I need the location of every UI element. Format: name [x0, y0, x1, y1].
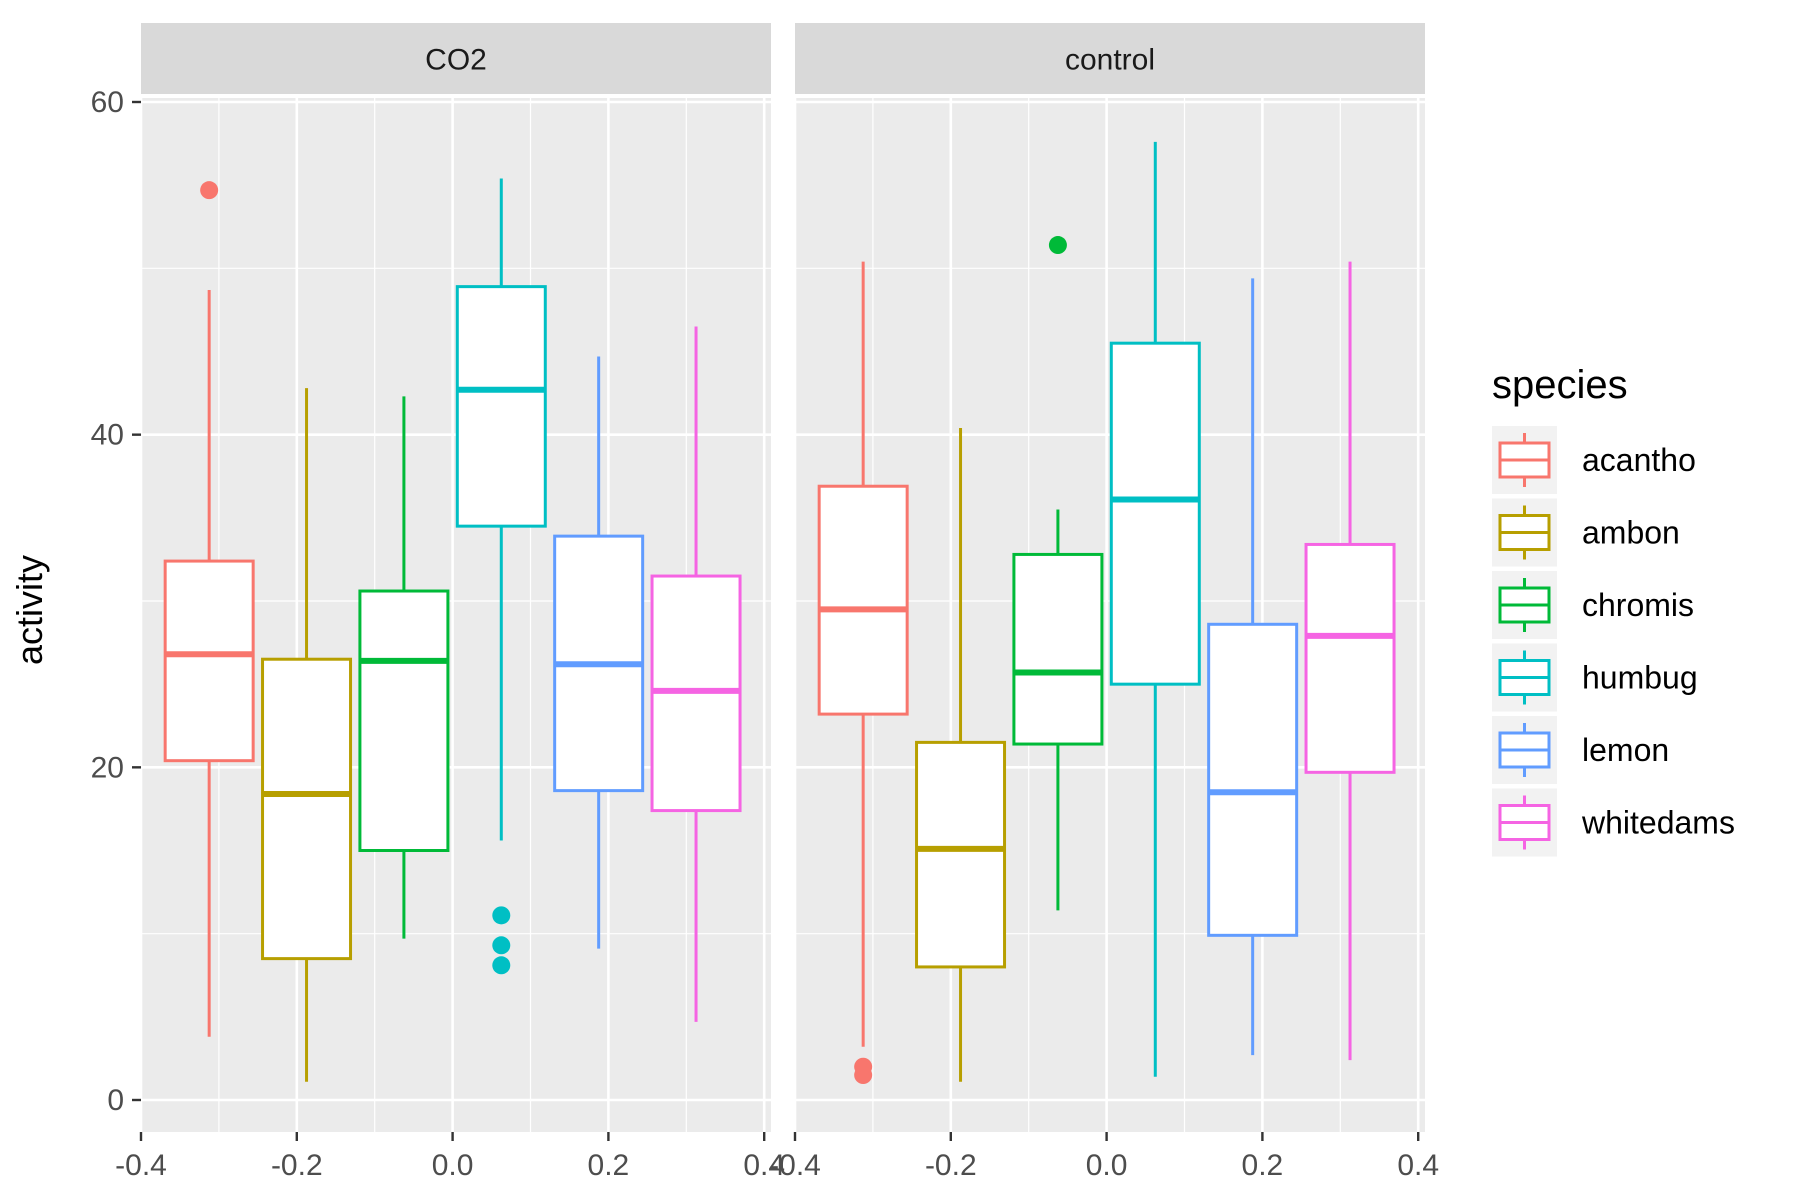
outlier-point — [492, 936, 511, 955]
box-iqr — [817, 484, 909, 716]
box-ambon — [915, 428, 1007, 1082]
box-iqr — [1207, 622, 1299, 937]
facet-panel-control: control -0.4 -0.2 0.0 0.2 0.4 — [769, 23, 1439, 1182]
facet-strip-label: control — [1065, 44, 1155, 77]
facet-panel-co2: CO2 -0.4 -0.2 0.0 0.2 0.4 — [115, 23, 785, 1182]
box-iqr — [1012, 552, 1104, 746]
outlier-point — [1048, 236, 1067, 255]
outlier-point — [200, 181, 219, 200]
box-whitedams — [650, 326, 742, 1022]
legend-item-ambon: ambon — [1492, 498, 1680, 567]
legend-label: acantho — [1582, 442, 1696, 478]
box-lemon — [553, 356, 645, 949]
box-chromis — [1012, 236, 1104, 911]
y-tick-label: 40 — [91, 419, 124, 452]
box-iqr — [1109, 341, 1201, 686]
legend-item-humbug: humbug — [1492, 643, 1698, 712]
box-whitedams — [1304, 261, 1396, 1061]
facet-strip-label: CO2 — [425, 44, 487, 77]
legend-item-whitedams: whitedams — [1492, 788, 1735, 857]
box-iqr — [163, 559, 255, 763]
x-tick-label: 0.2 — [1242, 1149, 1284, 1182]
y-tick-label: 20 — [91, 751, 124, 784]
box-chromis — [358, 396, 450, 939]
x-tick-label: 0.4 — [743, 1149, 785, 1182]
outlier-point — [854, 1066, 873, 1085]
x-tick-label: 0.0 — [432, 1149, 474, 1182]
x-tick-label: -0.4 — [769, 1149, 821, 1182]
box-iqr — [1304, 542, 1396, 774]
outlier-point — [492, 906, 511, 925]
box-humbug — [455, 178, 547, 975]
x-tick-label: -0.2 — [925, 1149, 977, 1182]
legend: species acantho ambon chromis humbug lemon wh… — [1492, 363, 1735, 857]
legend-label: humbug — [1582, 660, 1698, 696]
legend-item-lemon: lemon — [1492, 716, 1669, 784]
legend-item-chromis: chromis — [1492, 571, 1694, 639]
x-tick-label: 0.4 — [1397, 1149, 1439, 1182]
box-iqr — [358, 589, 450, 853]
x-tick-label: -0.4 — [115, 1149, 167, 1182]
x-tick-label: -0.2 — [271, 1149, 323, 1182]
outlier-point — [492, 956, 511, 975]
box-acantho — [163, 181, 255, 1037]
legend-title: species — [1492, 363, 1628, 407]
facet-strip — [795, 23, 1425, 94]
box-acantho — [817, 261, 909, 1085]
facet-panels: CO2 -0.4 -0.2 0.0 0.2 0.4 control -0.4 -0.2 0.0 0.… — [115, 23, 1439, 1182]
y-axis: 0 20 40 60 — [91, 86, 141, 1117]
y-axis-title: activity — [9, 555, 50, 665]
legend-items: acantho ambon chromis humbug lemon whitedams — [1492, 426, 1735, 857]
box-lemon — [1207, 278, 1299, 1056]
legend-label: ambon — [1582, 515, 1680, 551]
legend-label: chromis — [1582, 587, 1694, 623]
legend-label: whitedams — [1581, 805, 1735, 841]
x-axis-control: -0.4 -0.2 0.0 0.2 0.4 — [769, 1132, 1439, 1182]
box-humbug — [1109, 141, 1201, 1077]
facet-strip — [141, 23, 771, 94]
box-iqr — [455, 285, 547, 528]
x-tick-label: 0.2 — [588, 1149, 630, 1182]
box-ambon — [261, 388, 353, 1082]
box-iqr — [915, 740, 1007, 969]
legend-label: lemon — [1582, 732, 1669, 768]
x-tick-label: 0.0 — [1086, 1149, 1128, 1182]
x-axis-co2: -0.4 -0.2 0.0 0.2 0.4 — [115, 1132, 785, 1182]
legend-item-acantho: acantho — [1492, 426, 1696, 494]
y-tick-label: 60 — [91, 86, 124, 119]
box-iqr — [261, 657, 353, 961]
y-tick-label: 0 — [107, 1084, 124, 1117]
